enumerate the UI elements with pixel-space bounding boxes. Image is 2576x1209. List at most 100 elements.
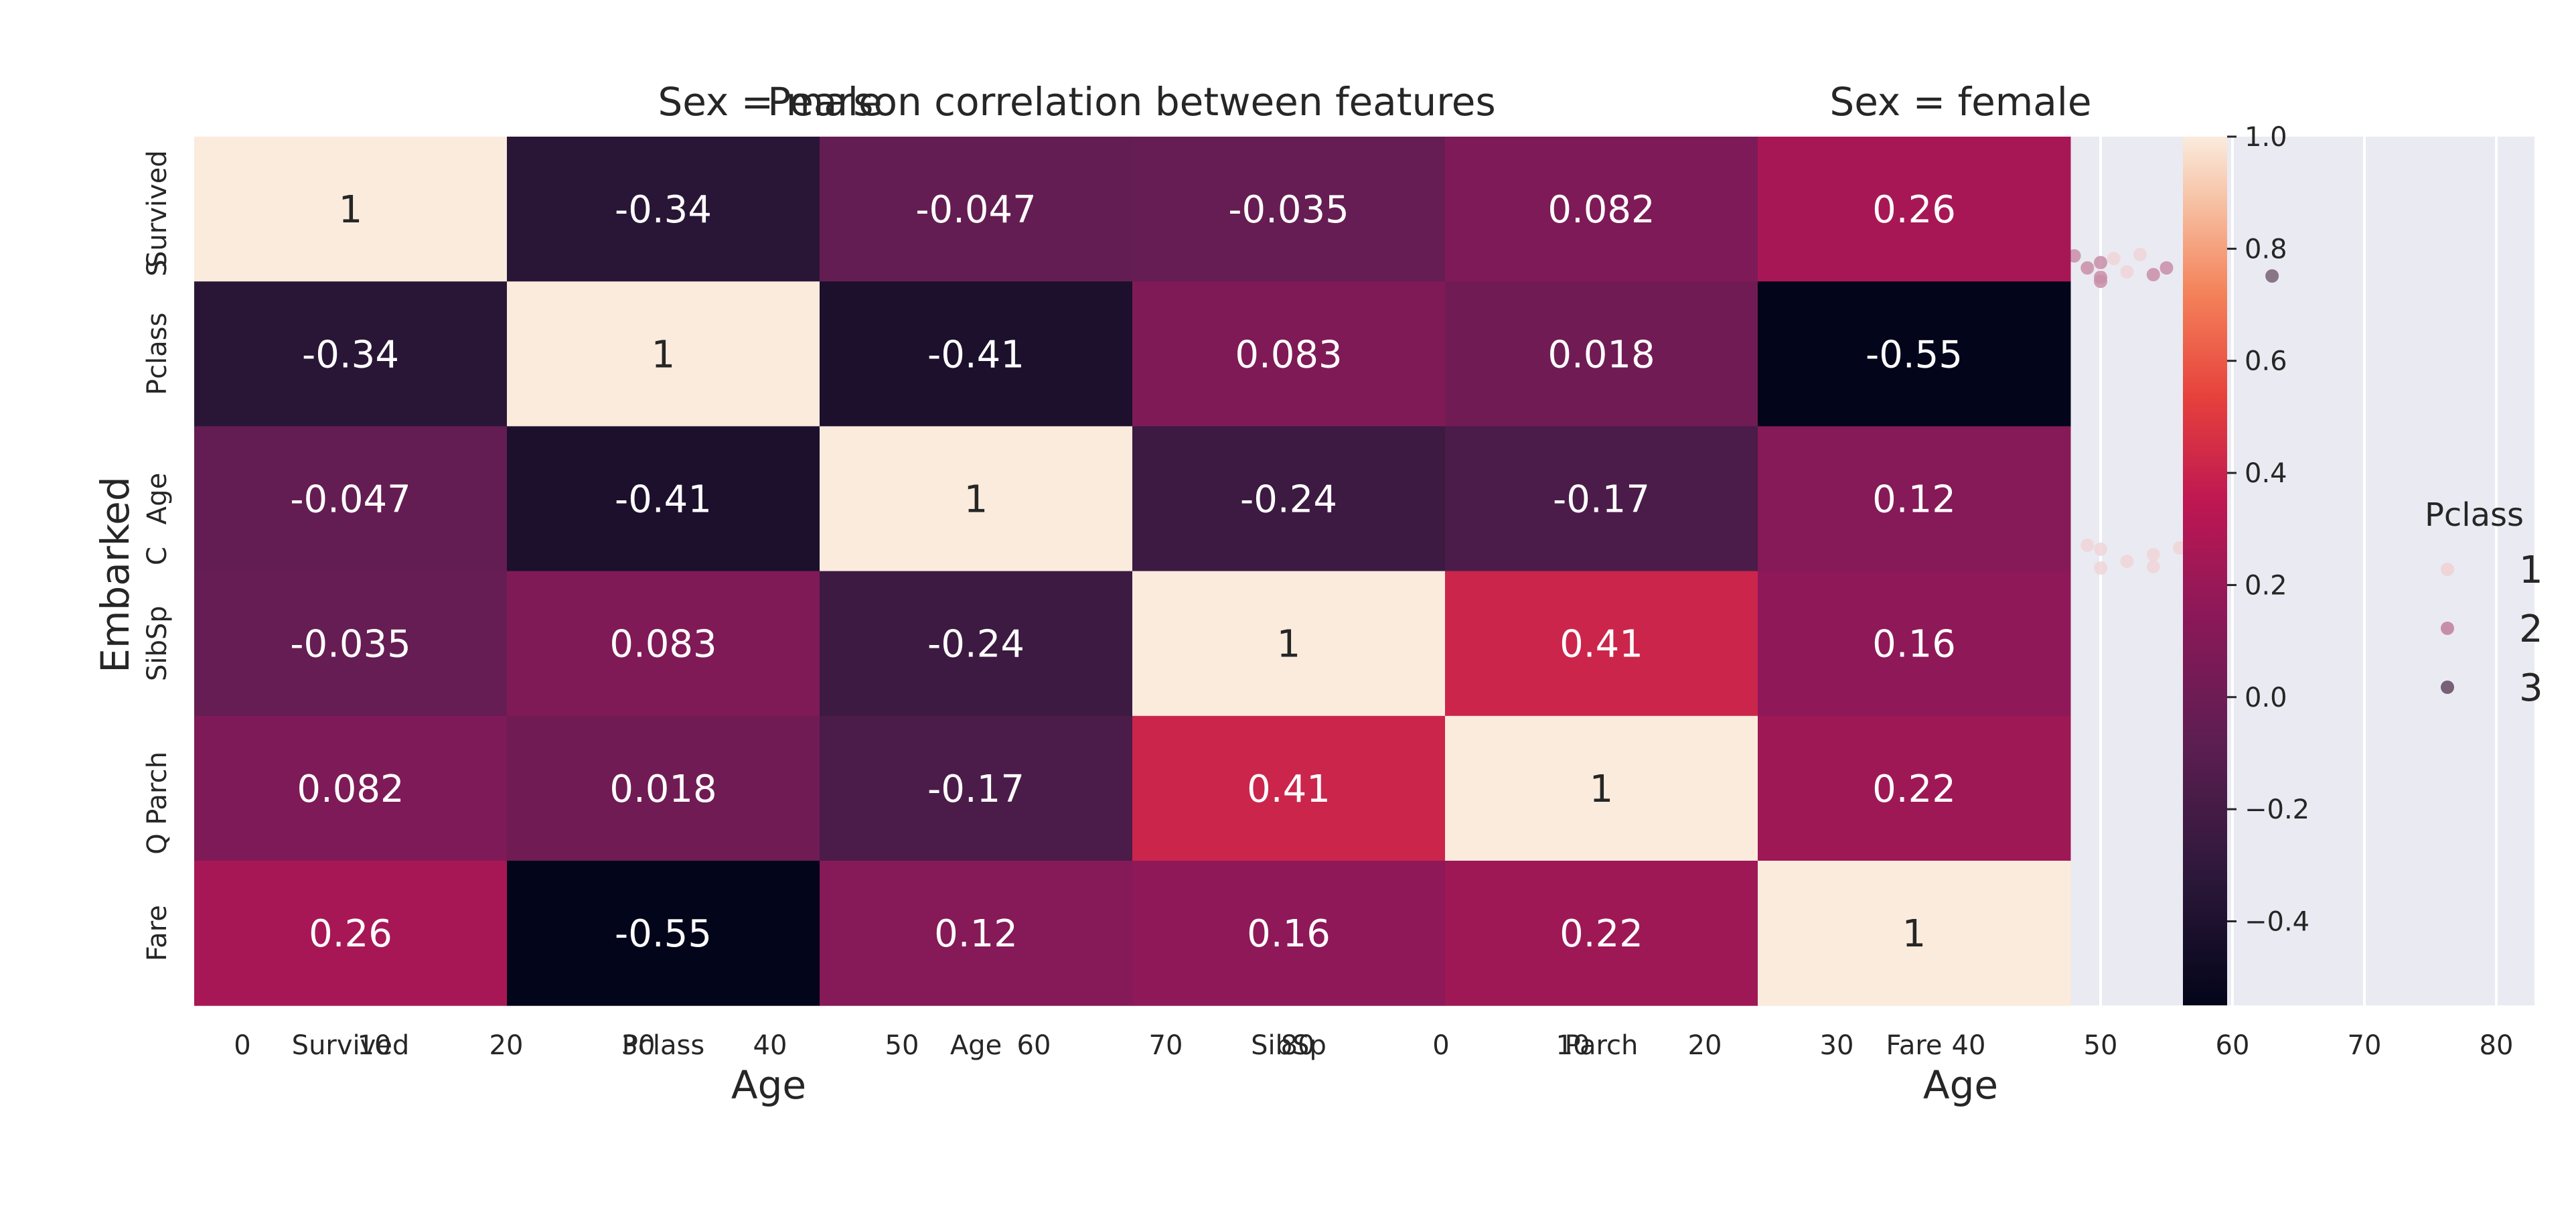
heatmap-y-tick-label: Age (142, 473, 173, 524)
legend-title: Pclass (2425, 496, 2524, 534)
scatter-point (2080, 261, 2095, 275)
heatmap-annotation: 0.12 (1872, 478, 1956, 522)
colorbar-tick-label: 0.0 (2245, 683, 2287, 713)
scatter-point (2094, 275, 2107, 288)
heatmap-annotation: 0.018 (609, 768, 716, 811)
scatter-point (2160, 261, 2174, 275)
right-age-tick-label: 60 (2216, 1030, 2250, 1061)
heatmap-x-tick-label: Survived (292, 1030, 410, 1061)
colorbar (2183, 137, 2227, 1005)
heatmap-annotation: -0.34 (302, 333, 399, 376)
legend-marker (2441, 563, 2454, 576)
legend-label: 1 (2519, 549, 2543, 592)
heatmap-annotation: 0.16 (1872, 623, 1956, 666)
heatmap-annotation: 1 (1902, 912, 1926, 956)
heatmap-annotation: -0.41 (615, 478, 712, 522)
heatmap-cell (820, 861, 1133, 1006)
colorbar-tick-label: −0.2 (2245, 794, 2309, 825)
heatmap-annotation: 0.16 (1247, 912, 1331, 956)
left-age-tick-label: 30 (621, 1030, 656, 1061)
embarked-tick-label: C (142, 547, 173, 565)
heatmap-annotation: 1 (1590, 768, 1614, 811)
heatmap-cell (507, 137, 820, 282)
heatmap-cell (1445, 715, 1758, 861)
heatmap-cell (1758, 571, 2071, 717)
colorbar-tick-label: 0.2 (2245, 570, 2287, 601)
pclass-legend: Pclass 1 2 3 (2425, 496, 2543, 710)
heatmap-cell (194, 137, 508, 282)
heatmap-cell (820, 571, 1133, 717)
heatmap-annotation: -0.035 (1228, 188, 1349, 232)
heatmap-annotation: 0.018 (1547, 333, 1655, 376)
embarked-axis-ticks: S C Q (142, 259, 173, 854)
heatmap-cell (194, 426, 508, 572)
heatmap-annotation: 0.083 (609, 623, 716, 666)
heatmap-cell (1445, 137, 1758, 282)
scatter-point (2120, 555, 2134, 568)
heatmap-annotation: -0.047 (290, 478, 411, 522)
heatmap-cell (1445, 571, 1758, 717)
heatmap-x-tick-label: SibSp (1251, 1030, 1327, 1061)
colorbar-tick-label: 0.6 (2245, 346, 2287, 377)
heatmap-annotation: -0.41 (927, 333, 1025, 376)
heatmap-annotation: 1 (339, 188, 363, 232)
heatmap-cell (820, 281, 1133, 427)
left-age-tick-label: 40 (753, 1030, 787, 1061)
heatmap-annotation: 0.22 (1560, 912, 1643, 956)
heatmap-cell (1445, 426, 1758, 572)
heatmap-y-tick-label: Parch (142, 752, 173, 825)
heatmap-y-tick-label: Pclass (142, 313, 173, 395)
heatmap-annotation: 1 (964, 478, 988, 522)
heatmap-annotation: -0.035 (290, 623, 411, 666)
colorbar-tick-label: 1.0 (2245, 122, 2287, 153)
right-facet-title: Sex = female (1829, 79, 2091, 125)
heatmap-cell (1132, 137, 1446, 282)
embarked-tick-label: S (142, 259, 173, 276)
heatmap-annotation: 0.22 (1872, 768, 1956, 811)
heatmap-cell (194, 715, 508, 861)
scatter-point (2146, 548, 2160, 561)
heatmap-annotation: 1 (652, 333, 676, 376)
scatter-point (2094, 561, 2107, 575)
heatmap-cell (1758, 281, 2071, 427)
left-age-tick-label: 0 (234, 1030, 250, 1061)
left-age-tick-label: 80 (1281, 1030, 1315, 1061)
colorbar-ticks: 1.0 0.8 0.6 0.4 0.2 0.0 −0.2 −0.4 (2227, 122, 2309, 937)
colorbar-tick-label: −0.4 (2245, 906, 2309, 937)
colorbar-tick-label: 0.4 (2245, 458, 2287, 489)
left-age-tick-label: 20 (489, 1030, 524, 1061)
heatmap-cell (507, 281, 820, 427)
heatmap-annotation: -0.55 (1866, 333, 1963, 376)
heatmap-cell (1132, 571, 1446, 717)
heatmap-cell (507, 861, 820, 1006)
heatmap-annotation: -0.17 (1553, 478, 1650, 522)
heatmap-y-tick-label: SibSp (142, 606, 173, 681)
right-age-tick-label: 0 (1432, 1030, 1449, 1061)
heatmap-x-tick-label: Pclass (622, 1030, 704, 1061)
right-age-tick-label: 40 (1952, 1030, 1986, 1061)
heatmap-cell (194, 571, 508, 717)
right-age-tick-label: 30 (1820, 1030, 1854, 1061)
scatter-point (2094, 543, 2107, 556)
heatmap-cell (820, 426, 1133, 572)
heatmap-cell (1758, 715, 2071, 861)
scatter-point (2146, 268, 2160, 281)
heatmap-cell (1132, 281, 1446, 427)
age-axis-ticks: 0 10 20 30 40 50 60 70 80 0 10 20 30 40 50 60 70 80 (234, 1030, 2513, 1061)
heatmap-cell (194, 281, 508, 427)
heatmap-cell (820, 137, 1133, 282)
heatmap-annotation: 0.41 (1247, 768, 1331, 811)
heatmap-x-tick-label: Age (950, 1030, 1002, 1061)
heatmap-annotation: 0.26 (1872, 188, 1956, 232)
right-age-tick-label: 10 (1556, 1030, 1590, 1061)
heatmap-cell (1445, 861, 1758, 1006)
embarked-tick-label: Q (142, 833, 173, 854)
heatmap-x-tick-label: Parch (1565, 1030, 1639, 1061)
heatmap-cell (1758, 137, 2071, 282)
heatmap-annotation: -0.55 (615, 912, 712, 956)
heatmap-y-tick-label: Survived (142, 150, 173, 268)
legend-label: 2 (2519, 608, 2543, 651)
heatmap-annotation: 0.082 (297, 768, 404, 811)
heatmap-annotation: 0.41 (1560, 623, 1643, 666)
heatmap-title: Pearson correlation between features (767, 79, 1495, 125)
